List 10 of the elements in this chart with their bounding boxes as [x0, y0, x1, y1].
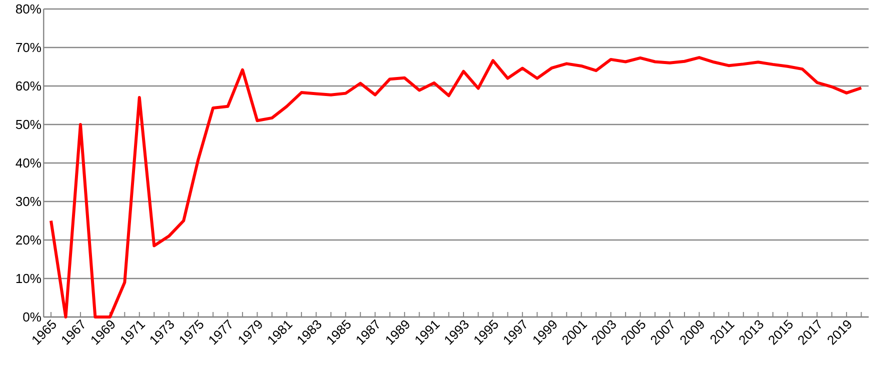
y-tick-label: 30% — [16, 196, 41, 206]
y-tick-label: 80% — [16, 4, 41, 14]
y-tick-label: 50% — [16, 120, 41, 130]
y-tick-label: 40% — [16, 158, 41, 168]
y-tick-label: 20% — [16, 235, 41, 245]
y-tick-label: 0% — [23, 312, 41, 322]
y-tick-label: 70% — [16, 42, 41, 52]
y-tick-label: 60% — [16, 81, 41, 91]
line-series — [50, 56, 863, 318]
y-tick-label: 10% — [16, 274, 41, 284]
